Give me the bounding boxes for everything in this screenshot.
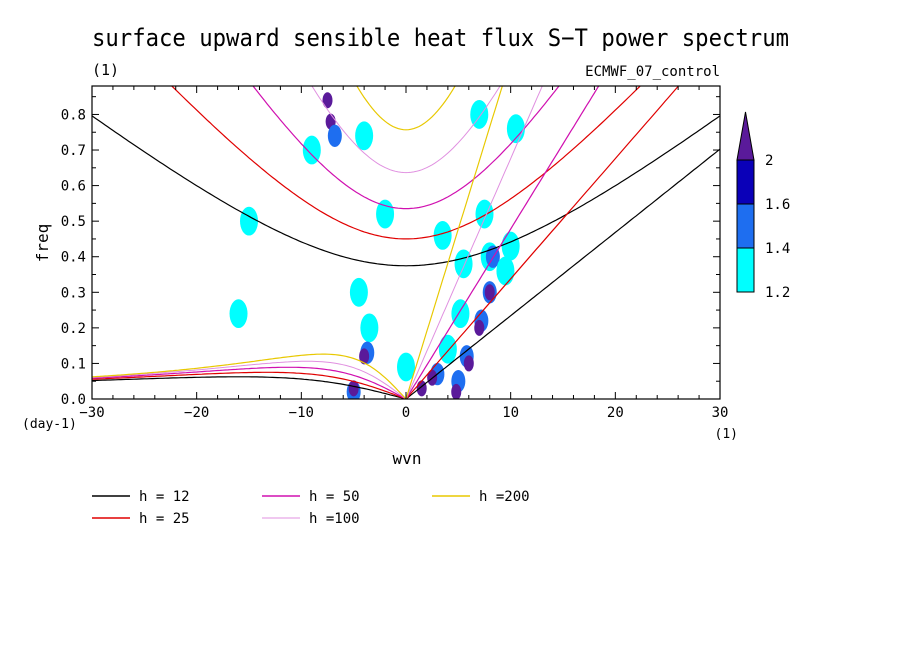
chart-title: surface upward sensible heat flux S−T po… (92, 24, 789, 52)
dispersion-curve-rossby-h200 (92, 353, 407, 399)
contour-blob (474, 319, 485, 336)
dispersion-curve-rossby-h25 (92, 371, 407, 399)
legend-label: h = 25 (139, 511, 190, 527)
x-tick-label: 0 (402, 405, 410, 421)
contour-blob (360, 313, 379, 343)
dispersion-curve-kelvin-h50 (405, 86, 600, 399)
y-tick-label: 0.7 (61, 143, 86, 159)
dispersion-curve-kelvin-h12 (405, 148, 720, 399)
chart-subtitle-left: (1) (92, 61, 119, 79)
chart-legend: h = 12 h = 25 h = 50 h =100 h =200 (92, 489, 530, 527)
dispersion-curve-ig-h100 (311, 86, 501, 174)
contour-blob (451, 383, 462, 399)
y-tick-label: 0.6 (61, 179, 86, 195)
contour-blob (438, 334, 457, 364)
y-tick-label: 0.2 (61, 321, 86, 337)
x-tick-label: −20 (184, 405, 209, 421)
y-tick-label: 0.5 (61, 214, 86, 230)
x-tick-label: 20 (607, 405, 624, 421)
y-tick-label: 0.4 (61, 250, 86, 266)
contour-shading (229, 92, 525, 399)
contour-blob (475, 199, 494, 229)
legend-label: h =100 (309, 511, 360, 527)
y-axis-ticks: 0.0 0.1 0.2 0.3 0.4 0.5 0.6 0.7 0.8 (61, 96, 720, 408)
contour-blob (397, 352, 415, 382)
dispersion-curve-rossby-h50 (92, 366, 407, 399)
chart-subtitle-right: ECMWF_07_control (585, 64, 720, 80)
contour-blob (240, 206, 258, 236)
x-tick-label: −30 (79, 405, 104, 421)
y-tick-label: 0.8 (61, 107, 86, 123)
contour-blob (496, 256, 515, 286)
y-unit-label: (day-1) (22, 417, 77, 432)
x-tick-label: −10 (289, 405, 314, 421)
contour-blob (302, 135, 321, 165)
x-tick-label: 30 (712, 405, 729, 421)
contour-blob (349, 277, 368, 307)
legend-label: h = 50 (309, 489, 360, 505)
dispersion-curve-ig-h25 (170, 86, 642, 240)
contour-blob (327, 124, 342, 147)
colorbar-box (736, 203, 755, 249)
colorbar-level-label: 1.4 (765, 241, 790, 257)
colorbar-box (736, 247, 755, 293)
x-tick-label: 10 (502, 405, 519, 421)
dispersion-curve-kelvin-h200 (405, 86, 503, 399)
colorbar-arrow (736, 111, 755, 161)
contour-blob (433, 220, 452, 250)
dispersion-curves (92, 86, 720, 399)
legend-label: h =200 (479, 489, 530, 505)
colorbar-level-label: 1.6 (765, 197, 790, 213)
contour-blob (229, 299, 248, 329)
y-tick-label: 0.3 (61, 285, 86, 301)
contour-colorbar: 1.2 1.4 1.6 2 (736, 111, 790, 301)
contour-blob (454, 249, 473, 279)
colorbar-level-label: 2 (765, 153, 773, 169)
plot-frame (91, 85, 721, 400)
dispersion-curve-ig-h200 (356, 86, 456, 131)
x-axis-label: wvn (393, 449, 422, 468)
colorbar-box (736, 159, 755, 205)
contour-blob (355, 121, 374, 151)
contour-blob (322, 92, 333, 109)
dispersion-curve-rossby-h12 (92, 376, 407, 399)
contour-blob (359, 348, 370, 365)
y-tick-label: 0.0 (61, 392, 86, 408)
contour-blob (484, 284, 495, 301)
dispersion-curve-kelvin-h100 (405, 86, 543, 399)
contour-blob (451, 299, 470, 329)
contour-blob (501, 231, 520, 261)
x-unit-label: (1) (715, 427, 738, 442)
legend-label: h = 12 (139, 489, 190, 505)
y-tick-label: 0.1 (61, 356, 86, 372)
contour-blob (416, 380, 427, 397)
contour-blob (470, 100, 489, 129)
dispersion-curve-rossby-h100 (92, 360, 407, 399)
colorbar-level-label: 1.2 (765, 285, 790, 301)
x-axis-ticks: −30 −20 −10 0 10 20 30 (79, 86, 728, 421)
dispersion-curve-ig-h50 (252, 86, 560, 210)
dispersion-curve-kelvin-h25 (405, 86, 680, 399)
contour-blob (348, 380, 359, 397)
contour-blob (463, 355, 474, 372)
dispersion-curve-ig-h12 (92, 115, 720, 267)
y-axis-label: freq (33, 224, 52, 263)
